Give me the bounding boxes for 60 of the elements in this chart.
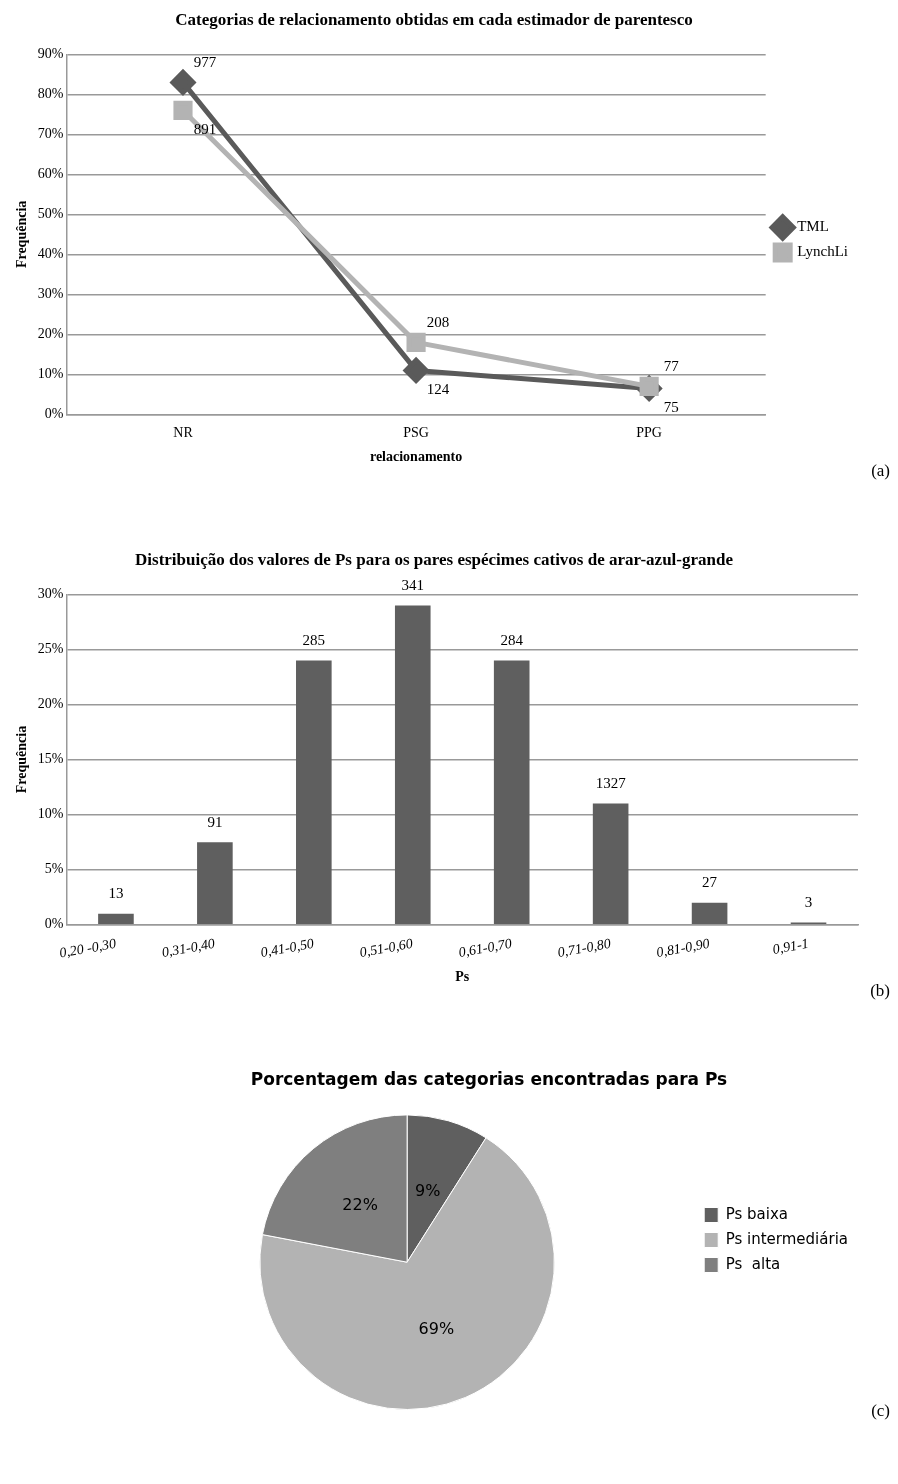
- annotation: 13: [108, 885, 124, 902]
- annotation: 891: [193, 120, 217, 137]
- text: (a): [871, 460, 890, 480]
- chart-title: Porcentagem das categorias encontradas para Ps: [250, 1068, 728, 1089]
- y-tick-label: 25%: [37, 641, 64, 657]
- x-tick-label: 0,81-0,90: [655, 935, 711, 960]
- annotation: 977: [193, 53, 217, 70]
- x-tick-label: PSG: [403, 425, 429, 441]
- x-tick-label: 0,91-1: [771, 935, 810, 957]
- annotation: 284: [500, 631, 524, 648]
- y-tick-label: 20%: [37, 326, 64, 342]
- y-tick-label: 30%: [37, 286, 64, 302]
- legend-label: Ps intermediária: [725, 1229, 849, 1248]
- y-tick-label: 0%: [44, 916, 64, 932]
- x-tick-label: 0,20 -0,30: [58, 935, 118, 961]
- y-tick-label: 90%: [37, 46, 64, 62]
- y-axis-title: Frequência: [14, 200, 30, 269]
- text: (c): [871, 1400, 890, 1420]
- y-axis-title: Frequência: [14, 725, 30, 794]
- x-tick-label: 0,71-0,80: [556, 935, 612, 960]
- data-label: 22%: [342, 1194, 378, 1214]
- x-tick-label: 0,31-0,40: [160, 935, 217, 960]
- text: (b): [870, 980, 890, 1000]
- y-tick-label: 20%: [37, 696, 64, 712]
- y-tick-label: 10%: [37, 806, 64, 822]
- y-tick-label: 50%: [37, 206, 64, 222]
- annotation: 27: [702, 874, 718, 891]
- y-tick-label: 80%: [37, 86, 64, 102]
- legend-label: LynchLi: [797, 243, 849, 260]
- annotation: 285: [302, 631, 326, 648]
- data-label: 69%: [418, 1318, 455, 1338]
- annotation: 3: [804, 893, 813, 910]
- x-tick-label: PPG: [636, 425, 662, 441]
- annotation: 208: [426, 313, 450, 330]
- data-label: 9%: [414, 1180, 441, 1200]
- y-tick-label: 40%: [37, 246, 64, 262]
- y-tick-label: 60%: [37, 166, 64, 182]
- y-tick-label: 10%: [37, 366, 64, 382]
- annotation: 124: [426, 380, 450, 397]
- chart-title: Distribuição dos valores de Ps para os pares espécimes cativos de arar-azul-grande: [135, 549, 734, 569]
- x-axis-title: Ps: [455, 969, 470, 985]
- x-tick-label: 0,61-0,70: [457, 935, 513, 960]
- chart-title: Categorias de relacionamento obtidas em cada estimador de parentesco: [175, 9, 693, 29]
- text: 341: [401, 576, 425, 593]
- y-tick-label: 30%: [37, 586, 64, 602]
- x-tick-label: 0,51-0,60: [358, 935, 414, 960]
- x-tick-label: 0,41-0,50: [259, 935, 315, 960]
- legend-label: TML: [797, 218, 829, 235]
- y-tick-label: 70%: [37, 126, 64, 142]
- annotation: 1327: [595, 775, 627, 792]
- x-axis-title: relacionamento: [369, 449, 463, 465]
- x-tick-label: NR: [173, 425, 194, 441]
- legend-label: Ps alta: [725, 1254, 781, 1273]
- y-tick-label: 0%: [44, 406, 64, 422]
- annotation: 91: [207, 813, 223, 830]
- annotation: 75: [663, 398, 679, 415]
- y-tick-label: 15%: [37, 751, 64, 767]
- legend-label: Ps baixa: [725, 1204, 789, 1223]
- y-tick-label: 5%: [44, 861, 64, 877]
- annotation: 77: [663, 357, 680, 374]
